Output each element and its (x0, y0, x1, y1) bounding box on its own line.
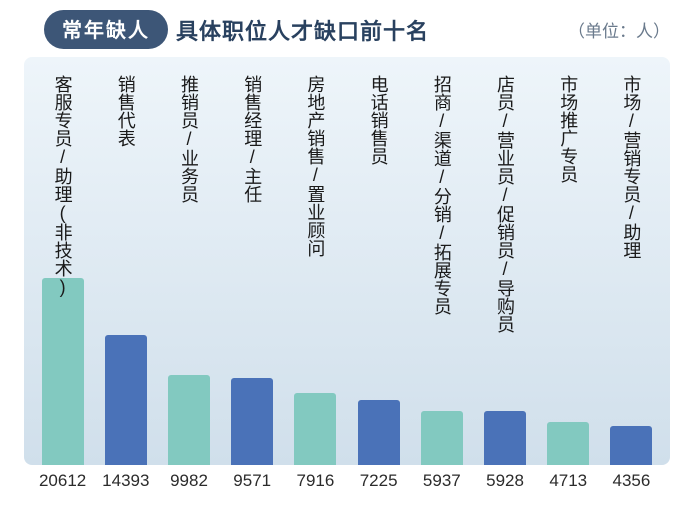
bar-category-label: 市场推广专员 (558, 75, 578, 183)
bar-category-label: 销售经理/主任 (242, 75, 262, 203)
bar-slot: 推销员/业务员 (164, 57, 213, 465)
x-tick: 9982 (164, 471, 213, 491)
x-tick: 4356 (607, 471, 656, 491)
bar-category-label: 客服专员/助理(非技术) (53, 75, 73, 297)
bar (610, 426, 652, 465)
x-tick: 20612 (38, 471, 87, 491)
bar-slot: 客服专员/助理(非技术) (38, 57, 87, 465)
x-axis: 20612 14393 9982 9571 7916 7225 5937 5928 4713 43… (24, 465, 670, 491)
bar-slot: 电话销售员 (354, 57, 403, 465)
bar-category-label: 市场/营销专员/助理 (621, 75, 641, 259)
bar (168, 375, 210, 466)
plot-area: 客服专员/助理(非技术) 销售代表 推销员/业务员 销售经理/主任 房地产销售/置业顾问… (24, 57, 670, 465)
bar (358, 400, 400, 466)
bar (547, 422, 589, 465)
bar-slot: 房地产销售/置业顾问 (291, 57, 340, 465)
bar (105, 335, 147, 465)
bar-category-label: 招商/渠道/分销/拓展专员 (432, 75, 452, 315)
bar (421, 411, 463, 465)
x-tick: 7916 (291, 471, 340, 491)
header-pill: 常年缺人 (44, 10, 168, 49)
bar-category-label: 店员/营业员/促销员/导购员 (495, 75, 515, 333)
header-unit: （单位：人） (568, 17, 670, 42)
bar-category-label: 销售代表 (116, 75, 136, 147)
x-tick: 5937 (417, 471, 466, 491)
x-tick: 7225 (354, 471, 403, 491)
bar-slot: 招商/渠道/分销/拓展专员 (417, 57, 466, 465)
bars-container: 客服专员/助理(非技术) 销售代表 推销员/业务员 销售经理/主任 房地产销售/置业顾问… (24, 57, 670, 465)
bar-slot: 市场推广专员 (544, 57, 593, 465)
x-tick: 4713 (544, 471, 593, 491)
x-tick: 9571 (228, 471, 277, 491)
page-root: 常年缺人 具体职位人才缺口前十名 （单位：人） 客服专员/助理(非技术) 销售代表… (0, 0, 694, 511)
x-tick: 14393 (101, 471, 150, 491)
chart-header: 常年缺人 具体职位人才缺口前十名 （单位：人） (44, 10, 678, 49)
bar-slot: 销售经理/主任 (228, 57, 277, 465)
bar-slot: 市场/营销专员/助理 (607, 57, 656, 465)
bar (484, 411, 526, 465)
bar-slot: 店员/营业员/促销员/导购员 (480, 57, 529, 465)
x-tick: 5928 (480, 471, 529, 491)
header-title: 具体职位人才缺口前十名 (176, 14, 429, 46)
bar (42, 278, 84, 465)
bar-category-label: 推销员/业务员 (179, 75, 199, 203)
bar-category-label: 房地产销售/置业顾问 (305, 75, 325, 257)
bar (231, 378, 273, 465)
bar-chart: 客服专员/助理(非技术) 销售代表 推销员/业务员 销售经理/主任 房地产销售/置业顾问… (24, 57, 670, 491)
bar-slot: 销售代表 (101, 57, 150, 465)
bar-category-label: 电话销售员 (369, 75, 389, 165)
bar (294, 393, 336, 465)
